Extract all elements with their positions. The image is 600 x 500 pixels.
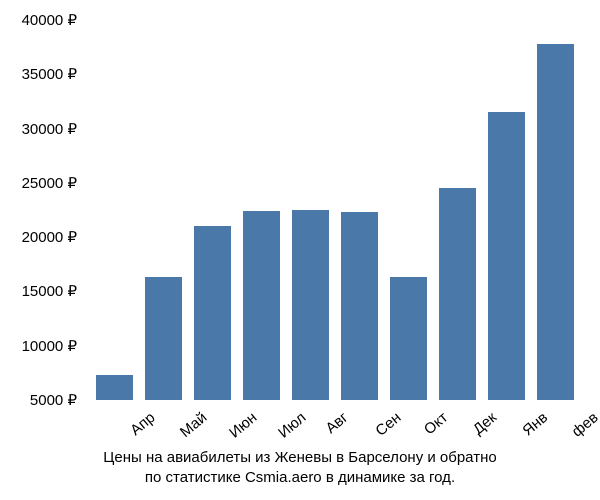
x-tick-label: Янв (519, 409, 551, 439)
bar (194, 226, 230, 400)
bar (292, 210, 328, 400)
chart-caption: Цены на авиабилеты из Женевы в Барселону… (0, 448, 600, 489)
y-tick-label: 10000 ₽ (22, 337, 77, 355)
x-tick-label: Сен (372, 409, 404, 440)
x-tick-label: фев (568, 409, 600, 440)
x-tick-label: Июн (226, 409, 260, 442)
y-tick-label: 15000 ₽ (22, 282, 77, 300)
bar (145, 277, 181, 400)
y-tick-label: 5000 ₽ (30, 391, 77, 409)
bar (96, 375, 132, 400)
y-tick-label: 20000 ₽ (22, 228, 77, 246)
y-tick-label: 25000 ₽ (22, 174, 77, 192)
y-tick-label: 30000 ₽ (22, 120, 77, 138)
y-tick-label: 40000 ₽ (22, 11, 77, 29)
caption-line-1: Цены на авиабилеты из Женевы в Барселону… (103, 449, 496, 466)
x-tick-label: Окт (420, 409, 450, 438)
x-tick-label: Июл (275, 409, 309, 442)
y-tick-label: 35000 ₽ (22, 65, 77, 83)
x-tick-label: Дек (469, 409, 499, 438)
chart-area (90, 20, 580, 400)
bar (439, 188, 475, 400)
y-axis: 5000 ₽10000 ₽15000 ₽20000 ₽25000 ₽30000 … (0, 20, 85, 400)
caption-line-2: по статистике Csmia.aero в динамике за г… (145, 469, 455, 486)
bars-area (90, 20, 580, 400)
bar (537, 44, 573, 400)
x-tick-label: Май (176, 409, 209, 441)
bar (243, 211, 279, 400)
bar (390, 277, 426, 400)
x-tick-label: Апр (127, 409, 158, 439)
bar (341, 212, 377, 400)
bar (488, 112, 524, 400)
x-tick-label: Авг (322, 409, 351, 437)
